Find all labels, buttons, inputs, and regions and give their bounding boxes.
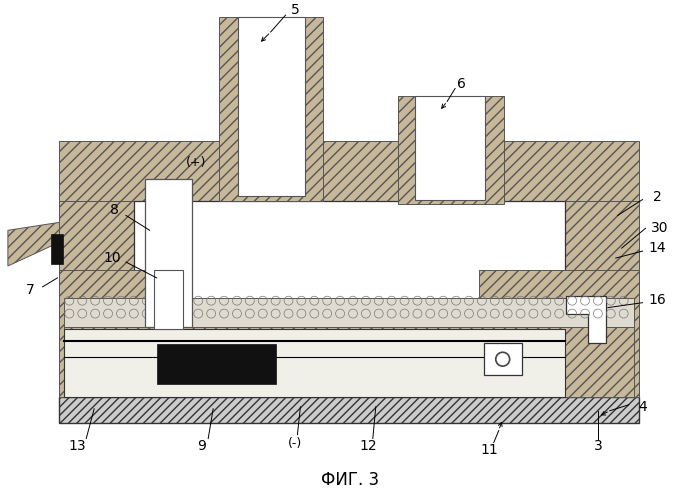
Bar — [291, 310, 395, 397]
Text: 13: 13 — [69, 439, 86, 454]
Bar — [219, 17, 323, 201]
Bar — [134, 201, 565, 339]
Bar — [565, 201, 639, 397]
Text: 9: 9 — [197, 439, 206, 454]
Text: 11: 11 — [480, 443, 498, 458]
Bar — [59, 201, 134, 397]
Text: 16: 16 — [649, 293, 666, 307]
Text: 5: 5 — [291, 3, 300, 17]
Bar — [157, 344, 275, 384]
Text: 7: 7 — [27, 283, 35, 297]
Text: 6: 6 — [456, 76, 466, 91]
Bar — [145, 179, 192, 327]
Bar — [64, 329, 565, 397]
Bar — [64, 327, 633, 397]
Bar — [479, 270, 639, 397]
Text: 12: 12 — [359, 439, 377, 454]
Bar — [59, 270, 168, 397]
Bar — [238, 17, 305, 196]
Text: 14: 14 — [649, 241, 666, 255]
Bar — [59, 141, 639, 201]
Bar — [50, 234, 64, 264]
Bar — [415, 97, 485, 200]
Polygon shape — [8, 222, 59, 266]
Text: 2: 2 — [653, 190, 662, 204]
Bar — [398, 97, 504, 204]
Text: (-): (-) — [288, 437, 303, 450]
Text: 30: 30 — [651, 221, 668, 235]
Polygon shape — [566, 296, 606, 343]
Bar — [484, 343, 521, 375]
Text: 3: 3 — [593, 439, 603, 454]
Bar — [154, 270, 183, 329]
Text: (+): (+) — [186, 156, 206, 170]
Bar — [64, 298, 633, 327]
Text: 8: 8 — [110, 204, 118, 217]
Text: ФИГ. 3: ФИГ. 3 — [321, 471, 379, 489]
Text: 10: 10 — [103, 251, 121, 265]
Text: 4: 4 — [638, 400, 647, 414]
Bar — [59, 397, 639, 423]
